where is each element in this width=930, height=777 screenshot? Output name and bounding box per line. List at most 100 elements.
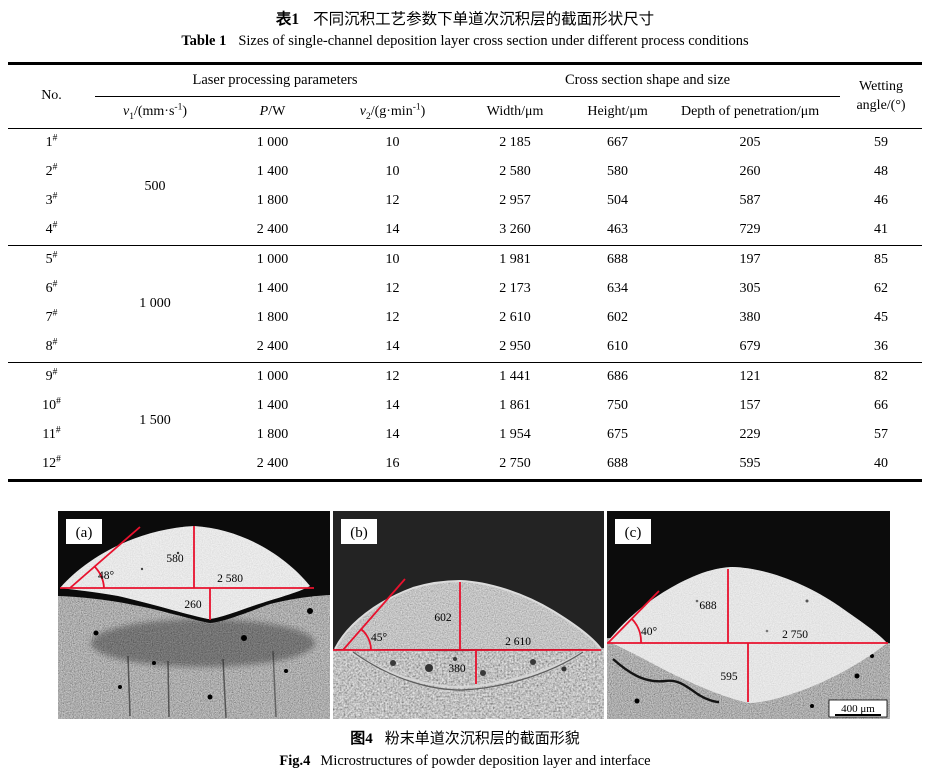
cell-no: 1# (45, 133, 58, 151)
cell-no: 8# (45, 337, 58, 355)
angle-arc (631, 618, 642, 644)
figure-caption-zh-label: 图4 (350, 731, 373, 747)
angle-value: 48° (98, 570, 115, 582)
cell-angle: 36 (874, 339, 889, 355)
cell-feed: 12 (385, 310, 400, 326)
cell-angle: 66 (874, 398, 889, 414)
cell-power: 1 800 (256, 193, 289, 209)
col-header-height: Height/μm (587, 104, 648, 120)
cell-depth: 679 (739, 339, 761, 355)
tag-label: (b) (350, 525, 368, 541)
cell-angle: 41 (874, 222, 889, 238)
cell-no: 12# (42, 454, 61, 472)
cell-height: 688 (607, 456, 629, 472)
width-value: 2 750 (782, 629, 808, 641)
cell-width: 1 981 (499, 252, 531, 268)
cell-feed: 12 (385, 193, 400, 209)
panel-a-tag: (a) (66, 519, 102, 544)
cell-power: 1 400 (256, 398, 289, 414)
cell-feed: 10 (385, 252, 400, 268)
micrograph-panel-b: 602 2 610 45° 380 (b) (333, 511, 604, 719)
cell-depth: 197 (739, 252, 761, 268)
cell-height: 580 (607, 164, 629, 180)
figure-caption-en-text: Microstructures of powder deposition lay… (320, 753, 651, 769)
figure-caption-zh-text: 粉末单道次沉积层的截面形貌 (384, 731, 580, 747)
cell-scan-speed: 1 000 (139, 295, 171, 311)
cell-depth: 380 (739, 310, 761, 326)
table-row: 3# 1 800 12 2 957 504 587 46 (8, 187, 922, 216)
cell-depth: 595 (739, 456, 761, 472)
cell-power: 1 800 (256, 427, 289, 443)
cell-width: 3 260 (499, 222, 531, 238)
angle-value: 45° (371, 632, 388, 644)
angle-arc (360, 628, 372, 651)
table-row: 11# 1 800 14 1 954 675 229 57 (8, 421, 922, 450)
cell-height: 675 (607, 427, 629, 443)
cell-depth: 205 (739, 135, 761, 151)
cell-depth: 260 (739, 164, 761, 180)
table-caption-en: Table 1 Sizes of single-channel depositio… (0, 33, 930, 50)
cell-no: 6# (45, 279, 58, 297)
angle-line (342, 578, 406, 651)
cell-power: 2 400 (256, 339, 289, 355)
table-caption-en-label: Table 1 (181, 33, 227, 49)
cell-angle: 45 (874, 310, 889, 326)
cell-feed: 14 (385, 398, 400, 414)
tag-label: (c) (625, 525, 642, 541)
angle-line (69, 526, 141, 589)
table-caption-zh-text: 不同沉积工艺参数下单道次沉积层的截面形状尺寸 (313, 11, 655, 28)
header-row-subcolumns: v1/(mm·s-1) P/W v2/(g·min-1) Width/μm He… (8, 97, 922, 129)
cell-no: 9# (45, 367, 58, 385)
cell-no: 2# (45, 162, 58, 180)
cell-depth: 121 (739, 369, 761, 385)
group-header-laser: Laser processing parameters (95, 63, 456, 97)
col-header-v2: v2/(g·min-1) (359, 102, 426, 122)
micrograph-panel-a: 580 2 580 48° 260 (a) (58, 511, 330, 719)
col-header-power: P/W (259, 104, 286, 120)
width-value: 2 610 (505, 636, 531, 648)
cell-power: 2 400 (256, 222, 289, 238)
table-row: 4# 2 400 14 3 260 463 729 41 (8, 216, 922, 246)
panel-b-substrate (333, 648, 604, 719)
cell-power: 1 800 (256, 310, 289, 326)
table-row: 7# 1 800 12 2 610 602 380 45 (8, 304, 922, 333)
melt-pool-boundary (348, 650, 586, 689)
col-header-v1: v1/(mm·s-1) (122, 102, 187, 122)
table-row: 8# 2 400 14 2 950 610 679 36 (8, 333, 922, 363)
cell-power: 1 400 (256, 164, 289, 180)
cell-height: 667 (607, 135, 629, 151)
cell-angle: 62 (874, 281, 889, 297)
table-header: No. Laser processing parameters Cross se… (8, 63, 923, 129)
cell-depth: 305 (739, 281, 761, 297)
cell-angle: 48 (874, 164, 889, 180)
cell-height: 686 (607, 369, 629, 385)
tag-box (66, 519, 102, 544)
table-row: 9# 1 500 1 000 12 1 441 686 121 82 (8, 363, 922, 428)
cell-no: 7# (45, 308, 58, 326)
col-header-wetting-angle: Wetting angle/(°) (840, 64, 922, 129)
scale-bar-box (828, 699, 888, 718)
table-row: 12# 2 400 16 2 750 688 595 40 (8, 450, 922, 481)
deposit-rim (334, 579, 602, 650)
cell-angle: 57 (874, 427, 889, 443)
cell-height: 634 (607, 281, 629, 297)
micrograph-panel-c: 688 2 750 40° 595 400 μm (c) (607, 511, 890, 719)
width-value: 2 580 (217, 573, 243, 585)
cell-depth: 157 (739, 398, 761, 414)
cell-width: 2 750 (499, 456, 531, 472)
cell-no: 5# (45, 250, 58, 268)
col-header-width: Width/μm (486, 104, 544, 120)
table-row: 5# 1 000 1 000 10 1 981 688 197 85 (8, 246, 922, 311)
height-value: 580 (166, 553, 184, 565)
cell-power: 1 000 (256, 135, 289, 151)
angle-line (607, 590, 660, 644)
cell-width: 2 610 (499, 310, 531, 326)
cell-width: 2 950 (499, 339, 531, 355)
cell-feed: 10 (385, 164, 400, 180)
figure-caption-zh: 图4 粉末单道次沉积层的截面形貌 (0, 727, 930, 748)
header-row-groups: No. Laser processing parameters Cross se… (8, 63, 922, 113)
tag-box (615, 519, 651, 544)
figure-caption-en: Fig.4 Microstructures of powder depositio… (0, 753, 930, 770)
cell-width: 2 580 (499, 164, 531, 180)
